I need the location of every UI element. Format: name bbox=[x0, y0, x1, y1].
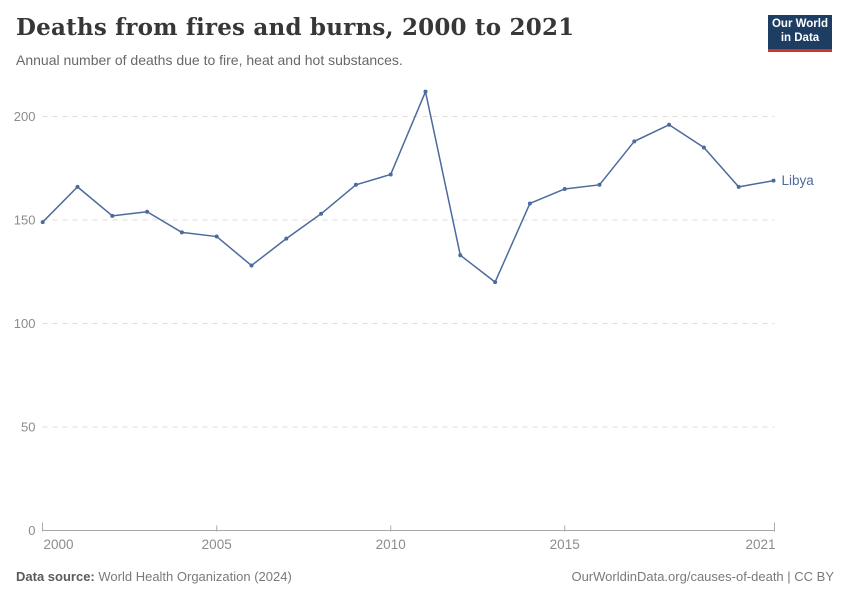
chart-footer: Data source: World Health Organization (… bbox=[16, 569, 834, 584]
data-source-label: Data source: bbox=[16, 569, 95, 584]
data-point[interactable] bbox=[110, 213, 115, 218]
y-tick-label: 150 bbox=[14, 213, 36, 228]
footer-source: Data source: World Health Organization (… bbox=[16, 569, 292, 584]
series-line-libya[interactable] bbox=[41, 90, 775, 283]
data-point[interactable] bbox=[353, 182, 358, 187]
x-tick-label: 2015 bbox=[550, 537, 580, 552]
data-point[interactable] bbox=[388, 172, 393, 177]
data-point[interactable] bbox=[493, 280, 498, 285]
data-point[interactable] bbox=[284, 236, 289, 241]
x-tick-label: 2000 bbox=[44, 537, 74, 552]
owid-logo[interactable]: Our World in Data bbox=[768, 15, 832, 52]
data-point[interactable] bbox=[40, 220, 45, 225]
data-point[interactable] bbox=[736, 184, 741, 189]
data-point[interactable] bbox=[667, 122, 672, 127]
data-point[interactable] bbox=[214, 234, 219, 239]
data-point[interactable] bbox=[319, 211, 324, 216]
data-point[interactable] bbox=[458, 253, 463, 258]
x-tick-label: 2010 bbox=[376, 537, 406, 552]
data-point[interactable] bbox=[179, 230, 184, 235]
y-tick-label: 200 bbox=[14, 109, 36, 124]
footer-citation-link[interactable]: OurWorldinData.org/causes-of-death | CC … bbox=[571, 569, 834, 584]
data-point[interactable] bbox=[597, 182, 602, 187]
data-point[interactable] bbox=[145, 209, 150, 214]
x-tick-label: 2021 bbox=[745, 537, 775, 552]
data-point[interactable] bbox=[701, 145, 706, 150]
y-tick-label: 50 bbox=[21, 420, 35, 435]
owid-logo-line2: in Data bbox=[780, 32, 820, 44]
x-tick-label: 2005 bbox=[202, 537, 232, 552]
owid-logo-line1: Our World bbox=[771, 18, 828, 31]
y-tick-label: 100 bbox=[14, 316, 36, 331]
data-source-value: World Health Organization (2024) bbox=[98, 569, 292, 584]
page-subtitle: Annual number of deaths due to fire, hea… bbox=[16, 52, 403, 68]
y-tick-label: 0 bbox=[28, 523, 35, 538]
series-label[interactable]: Libya bbox=[782, 173, 815, 188]
data-point[interactable] bbox=[423, 89, 428, 94]
data-point[interactable] bbox=[632, 139, 637, 144]
data-point[interactable] bbox=[562, 186, 567, 191]
page-title: Deaths from fires and burns, 2000 to 202… bbox=[16, 14, 575, 41]
data-point[interactable] bbox=[249, 263, 254, 268]
data-point[interactable] bbox=[771, 178, 776, 183]
data-point[interactable] bbox=[527, 201, 532, 206]
data-point[interactable] bbox=[75, 184, 80, 189]
